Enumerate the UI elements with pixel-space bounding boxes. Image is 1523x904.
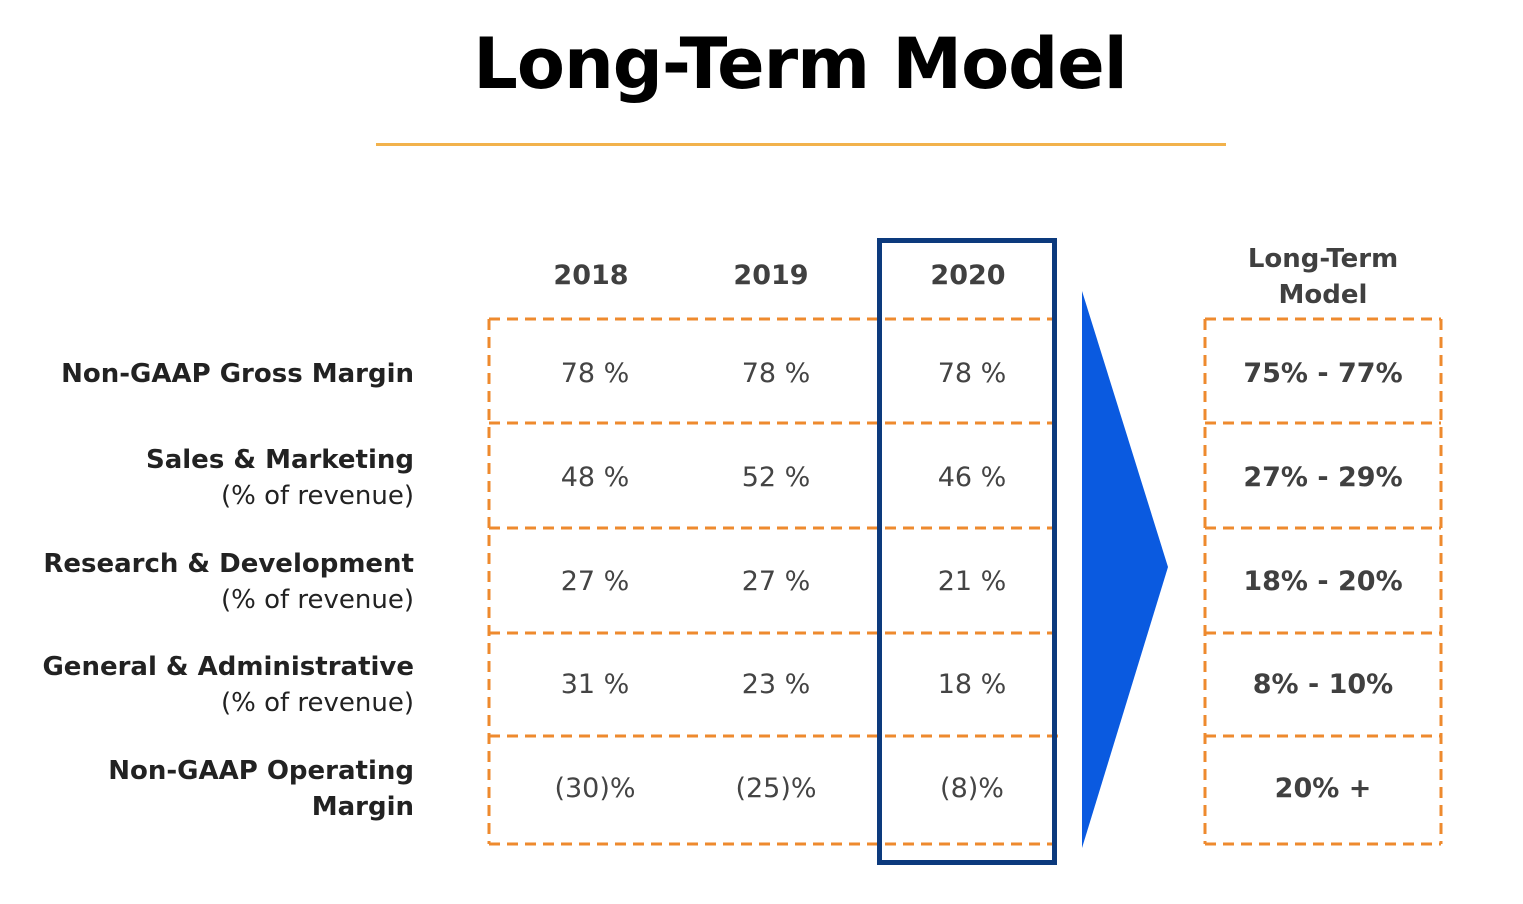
title-underline [376,143,1226,146]
cell-gross-margin-2018: 78 % [560,358,630,389]
row-label-sub: (% of revenue) [220,688,414,718]
right-triangle-arrow-icon [1082,291,1168,848]
cell-general-administrative-2018: 31 % [560,669,630,700]
historical-dashed-grid [487,317,1058,846]
cell-sales-marketing-2019: 52 % [741,462,811,493]
column-header-2019: 2019 [733,260,809,291]
long-term-model-header: Long-Term Model [1205,241,1441,313]
page-title: Long-Term Model [473,23,1128,105]
row-label-main: Research & Development [43,549,414,579]
cell-operating-margin-2018: (30)% [554,773,636,804]
cell-operating-margin-2020: (8)% [940,773,1004,804]
cell-general-administrative-2020: 18 % [937,669,1007,700]
row-label-operating-margin: Non-GAAP Operating Margin [20,753,414,825]
column-header-2020: 2020 [930,260,1006,291]
row-label-main: Non-GAAP Operating [108,756,414,786]
cell-operating-margin-2019: (25)% [735,773,817,804]
row-label-research-development: Research & Development (% of revenue) [20,546,414,618]
long-term-sales-marketing: 27% - 29% [1243,462,1403,493]
highlight-2020-box [877,238,1057,865]
long-term-operating-margin: 20% + [1274,773,1372,804]
cell-general-administrative-2019: 23 % [741,669,811,700]
cell-sales-marketing-2018: 48 % [560,462,630,493]
row-label-main: General & Administrative [42,652,414,682]
row-label-main: Non-GAAP Gross Margin [61,359,414,389]
long-term-dashed-grid [1203,317,1443,846]
cell-gross-margin-2020: 78 % [937,358,1007,389]
row-label-sub: (% of revenue) [220,481,414,511]
cell-research-development-2020: 21 % [937,566,1007,597]
long-term-gross-margin: 75% - 77% [1243,358,1403,389]
row-label-sales-marketing: Sales & Marketing (% of revenue) [20,442,414,514]
row-label-general-administrative: General & Administrative (% of revenue) [20,649,414,721]
long-term-header-line-2: Model [1278,280,1368,310]
row-label-main-line-2: Margin [311,792,414,822]
column-header-2018: 2018 [553,260,629,291]
long-term-header-line-1: Long-Term [1247,244,1399,274]
cell-sales-marketing-2020: 46 % [937,462,1007,493]
long-term-research-development: 18% - 20% [1243,566,1403,597]
row-label-sub: (% of revenue) [220,585,414,615]
long-term-general-administrative: 8% - 10% [1252,669,1394,700]
row-label-main: Sales & Marketing [146,445,414,475]
cell-gross-margin-2019: 78 % [741,358,811,389]
row-label-gross-margin: Non-GAAP Gross Margin [20,356,414,392]
cell-research-development-2018: 27 % [560,566,630,597]
cell-research-development-2019: 27 % [741,566,811,597]
